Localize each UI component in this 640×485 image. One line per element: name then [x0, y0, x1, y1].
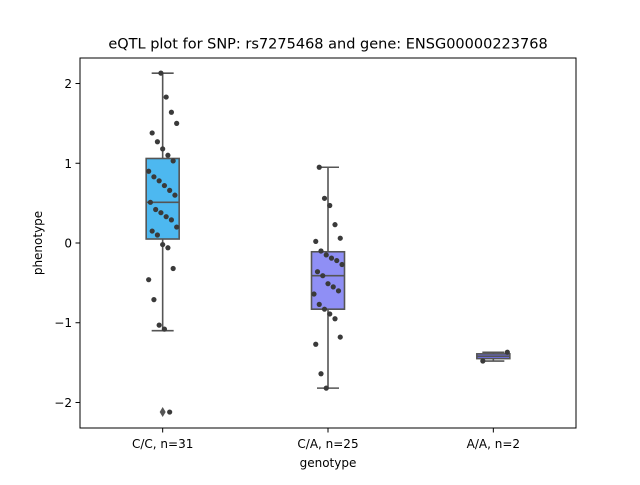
data-point	[163, 214, 169, 220]
y-tick-label: −2	[54, 396, 72, 410]
data-point	[161, 326, 168, 332]
data-point	[168, 109, 175, 115]
data-point	[504, 349, 510, 355]
data-point	[156, 322, 162, 328]
data-point	[154, 232, 161, 238]
y-axis: −2 −1 0 1 2	[54, 77, 80, 410]
data-point	[323, 252, 329, 258]
data-point	[151, 174, 157, 180]
data-point	[313, 238, 319, 245]
data-point	[172, 192, 178, 198]
data-point	[318, 248, 324, 254]
data-point	[320, 273, 326, 279]
data-point	[151, 297, 157, 303]
data-point	[158, 210, 164, 216]
data-point	[160, 241, 166, 248]
data-point	[165, 245, 171, 251]
data-point	[154, 139, 161, 145]
y-tick-label: −1	[54, 316, 72, 330]
data-point	[174, 224, 180, 230]
data-point	[167, 409, 173, 415]
x-tick-label: C/C, n=31	[132, 437, 193, 451]
data-point	[323, 385, 329, 391]
data-point	[321, 306, 328, 312]
data-point	[167, 187, 173, 193]
data-point	[146, 168, 152, 174]
data-point	[314, 269, 321, 275]
data-point	[160, 146, 166, 152]
data-point	[316, 164, 322, 170]
genotype-group-1	[310, 164, 346, 391]
chart-title: eQTL plot for SNP: rs7275468 and gene: E…	[108, 37, 547, 53]
data-point	[168, 217, 175, 223]
y-axis-label: phenotype	[31, 211, 45, 275]
data-point	[332, 316, 338, 322]
data-point	[170, 158, 176, 164]
x-axis-label: genotype	[300, 456, 357, 470]
data-point	[158, 70, 164, 76]
data-point	[311, 291, 317, 297]
data-point	[325, 281, 331, 287]
x-tick-label: A/A, n=2	[467, 437, 520, 451]
iqr-box	[310, 250, 346, 310]
x-tick-label: C/A, n=25	[297, 437, 358, 451]
x-axis: C/C, n=31 C/A, n=25 A/A, n=2	[132, 428, 520, 451]
data-point	[480, 358, 486, 364]
data-point	[330, 284, 336, 290]
data-point	[153, 206, 159, 213]
data-point	[339, 261, 345, 268]
data-point	[337, 235, 343, 241]
data-point	[161, 182, 168, 189]
data-point	[146, 277, 152, 283]
y-tick-label: 2	[64, 77, 72, 91]
data-point	[327, 311, 333, 317]
data-point	[313, 341, 319, 347]
data-point	[147, 199, 154, 205]
data-point	[318, 371, 324, 377]
data-point	[337, 334, 343, 340]
data-point	[328, 255, 335, 261]
genotype-group-0	[145, 70, 180, 418]
data-point	[149, 228, 155, 234]
y-tick-label: 1	[64, 157, 72, 171]
data-point	[335, 288, 342, 294]
plot-area	[145, 70, 511, 418]
iqr-box	[145, 157, 180, 240]
outlier-marker	[159, 407, 166, 418]
data-point	[321, 195, 328, 201]
data-point	[165, 152, 171, 158]
data-point	[174, 120, 180, 126]
data-point	[316, 301, 322, 308]
data-point	[334, 257, 340, 264]
genotype-group-2	[476, 349, 511, 364]
data-point	[170, 265, 176, 272]
data-point	[149, 130, 155, 136]
y-tick-label: 0	[64, 237, 72, 251]
data-point	[332, 222, 338, 228]
data-point	[156, 178, 162, 184]
data-point	[327, 202, 333, 209]
data-point	[163, 94, 169, 100]
